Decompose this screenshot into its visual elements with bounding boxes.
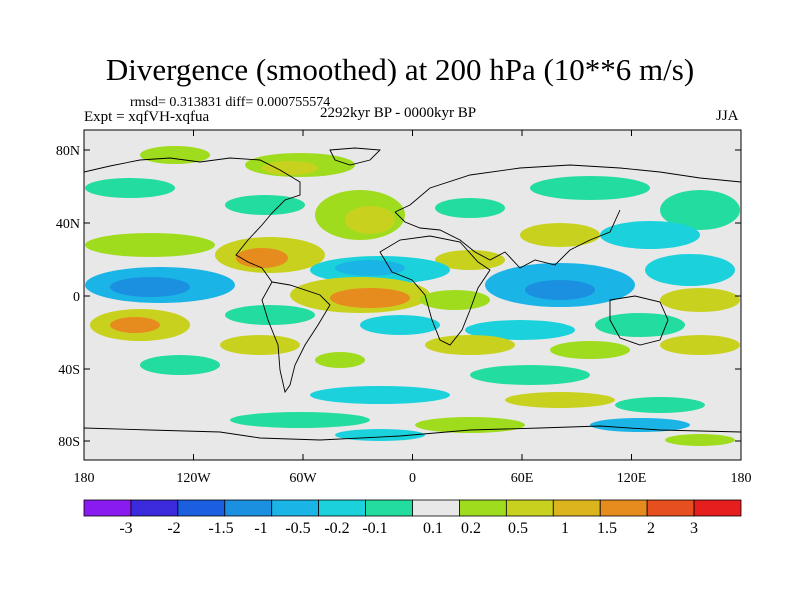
colorbar-swatch xyxy=(130,499,179,517)
colorbar-label: -1.5 xyxy=(208,520,234,537)
field-patch xyxy=(525,280,595,300)
colorbar-label: -0.5 xyxy=(285,520,311,537)
colorbar-swatch xyxy=(552,499,601,517)
season-label: JJA xyxy=(716,108,739,124)
field-patch xyxy=(230,412,370,428)
colorbar-label: 0.2 xyxy=(461,520,481,537)
coastline-australia xyxy=(609,295,669,346)
colorbar-swatch xyxy=(224,499,273,517)
stats-text: rmsd= 0.313831 diff= 0.000755574 xyxy=(130,95,331,110)
field-patch xyxy=(660,288,740,312)
field-patch xyxy=(615,397,705,413)
x-tick-label: 60E xyxy=(511,471,534,486)
y-tick-label: 80S xyxy=(58,435,80,450)
field-patch xyxy=(225,195,305,215)
field-patch xyxy=(310,386,450,404)
field-patch xyxy=(665,434,735,446)
field-patch xyxy=(335,260,405,276)
field-patch xyxy=(110,317,160,333)
field-patch xyxy=(236,248,288,268)
field-patch xyxy=(330,288,410,308)
colorbar-label: -3 xyxy=(119,520,133,537)
field-patch xyxy=(315,352,365,368)
field-patch xyxy=(600,221,700,249)
colorbar-swatch xyxy=(459,499,507,517)
colorbar-label: 0.1 xyxy=(423,520,443,537)
field-patch xyxy=(420,290,490,310)
period-label: 2292kyr BP - 0000kyr BP xyxy=(320,105,477,121)
coastlines xyxy=(84,147,741,441)
field-patch xyxy=(470,365,590,385)
field-patch xyxy=(360,315,440,335)
colorbar-label: 1.5 xyxy=(597,520,617,537)
field-patch xyxy=(140,146,210,164)
coastline-greenland xyxy=(329,147,382,166)
divergence-field xyxy=(85,146,740,446)
colorbar-swatch xyxy=(599,499,648,517)
field-patch xyxy=(520,223,600,247)
colorbar-swatch xyxy=(412,499,460,517)
x-tick-label: 120W xyxy=(176,471,211,486)
field-patch xyxy=(220,335,300,355)
field-patch xyxy=(140,355,220,375)
colorbar-swatch xyxy=(271,499,320,517)
colorbar-label: 0.5 xyxy=(508,520,528,537)
y-axis: 80N 40N 0 40S 80S xyxy=(56,144,741,450)
field-patch xyxy=(645,254,735,286)
x-tick-label: 0 xyxy=(409,471,416,486)
field-patch xyxy=(530,176,650,200)
field-patch xyxy=(435,198,505,218)
coastline-africa xyxy=(379,235,491,346)
colorbar-label: -0.2 xyxy=(324,520,350,537)
y-tick-label: 40N xyxy=(56,217,80,232)
field-patch xyxy=(345,206,395,234)
field-patch xyxy=(465,320,575,340)
colorbar-label: -2 xyxy=(167,520,181,537)
colorbar-swatch xyxy=(505,499,554,517)
x-tick-label: 120E xyxy=(617,471,647,486)
field-patch xyxy=(225,305,315,325)
field-patch xyxy=(660,335,740,355)
field-patch xyxy=(110,277,190,297)
coastline-north-america xyxy=(84,157,301,283)
field-patch xyxy=(435,250,505,270)
colorbar-label: -1 xyxy=(254,520,268,537)
field-patch xyxy=(415,417,525,433)
coastline-antarctica xyxy=(84,425,741,441)
field-patch xyxy=(85,178,175,198)
colorbar xyxy=(83,499,742,517)
plot-title: Divergence (smoothed) at 200 hPa (10**6 … xyxy=(105,52,695,87)
colorbar-swatch xyxy=(177,499,226,517)
y-tick-label: 40S xyxy=(58,363,80,378)
coastline-eurasia xyxy=(394,164,741,269)
field-patch xyxy=(262,161,318,175)
colorbar-swatch xyxy=(83,499,132,517)
field-patch xyxy=(505,392,615,408)
field-patch xyxy=(85,233,215,257)
x-axis: 180 120W 60W 0 60E 120E 180 xyxy=(74,130,752,486)
colorbar-swatch xyxy=(318,499,366,517)
y-tick-label: 80N xyxy=(56,144,80,159)
field-patch xyxy=(425,335,515,355)
y-tick-label: 0 xyxy=(73,290,80,305)
field-patch xyxy=(595,313,685,337)
experiment-label: Expt = xqfVH-xqfua xyxy=(84,109,210,125)
field-patch xyxy=(550,341,630,359)
coastline-south-america xyxy=(261,281,331,394)
colorbar-label: 2 xyxy=(647,520,655,537)
x-tick-label: 60W xyxy=(289,471,317,486)
field-patch xyxy=(660,190,740,230)
colorbar-swatch xyxy=(365,499,413,517)
x-tick-label: 180 xyxy=(731,471,752,486)
colorbar-label: 3 xyxy=(690,520,698,537)
colorbar-label: -0.1 xyxy=(362,520,388,537)
field-patch xyxy=(590,418,690,432)
colorbar-swatch xyxy=(693,499,742,517)
x-tick-label: 180 xyxy=(74,471,95,486)
colorbar-swatch xyxy=(646,499,695,517)
colorbar-label: 1 xyxy=(561,520,569,537)
